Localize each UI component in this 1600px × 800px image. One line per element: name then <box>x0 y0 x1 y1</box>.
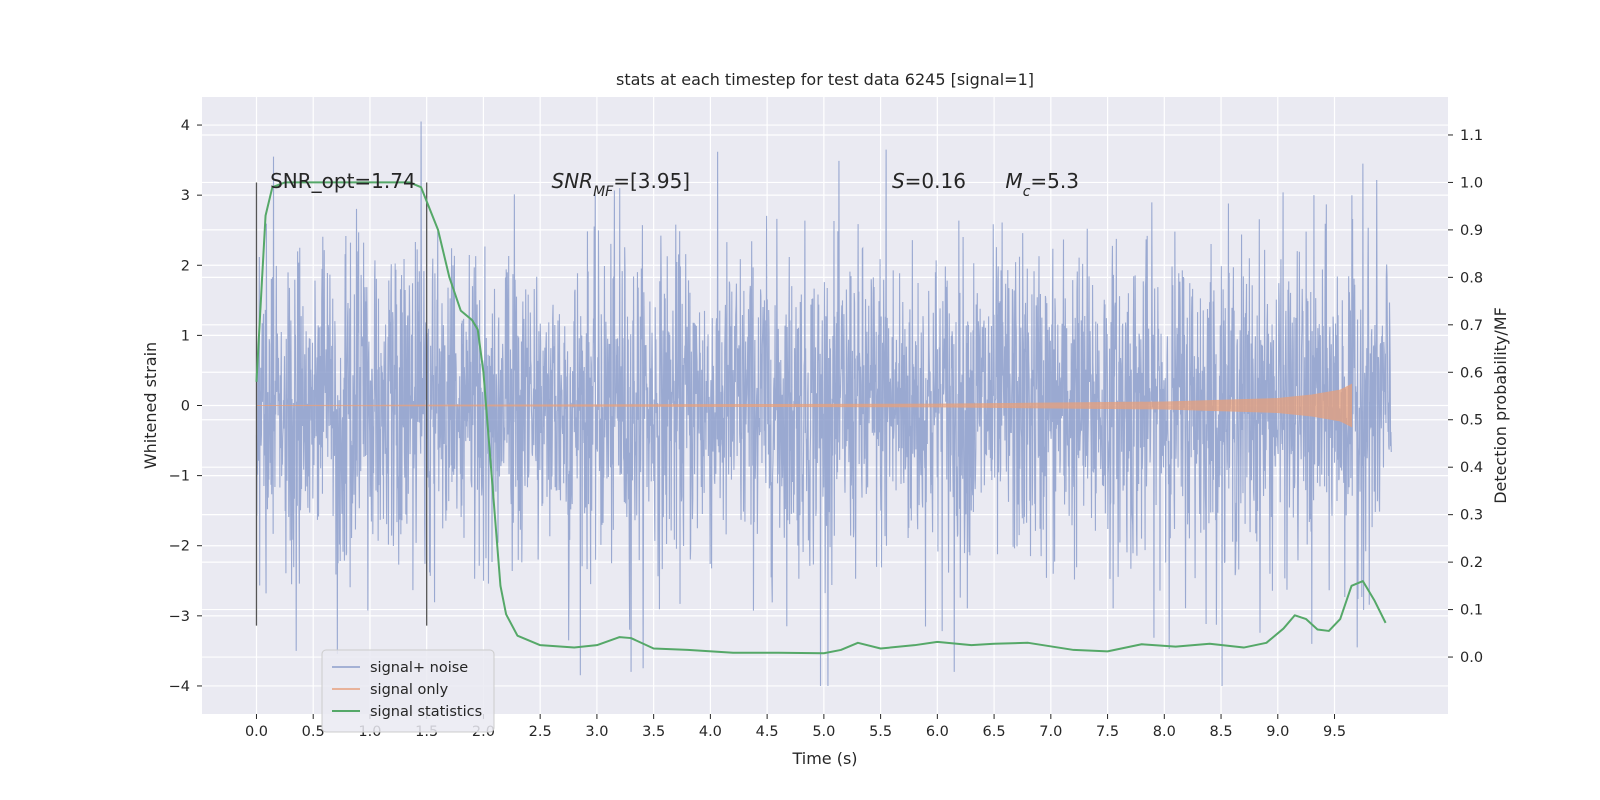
annotations: SNR_opt=1.74 SNRMF=[3.95] S=0.16 Mc=5.3 <box>270 169 1079 200</box>
annotation-part: MF <box>593 184 614 200</box>
y2-axis-label: Detection probability/MF <box>1491 307 1510 504</box>
x-tick-label: 4.5 <box>756 724 779 740</box>
annotation-text: SNRMF=[3.95] <box>552 169 691 200</box>
y2-tick-label: 0.0 <box>1460 650 1483 666</box>
annotation-text: S=0.16 <box>892 169 966 193</box>
x-tick-label: 4.0 <box>699 724 722 740</box>
x-tick-label: 9.5 <box>1323 724 1346 740</box>
y2-tick-label: 1.0 <box>1460 175 1483 191</box>
x-tick-label: 7.5 <box>1096 724 1119 740</box>
y-tick-label: 3 <box>181 188 190 204</box>
y2-tick-label: 0.9 <box>1460 223 1483 239</box>
x-tick-label: 3.0 <box>585 724 608 740</box>
annotation-part: =5.3 <box>1030 169 1079 193</box>
y-tick-label: −3 <box>169 609 190 625</box>
x-tick-label: 8.0 <box>1153 724 1176 740</box>
x-tick-label: 9.0 <box>1266 724 1289 740</box>
x-tick-label: 2.5 <box>529 724 552 740</box>
annotation-part: S <box>892 169 905 193</box>
y-tick-label: 2 <box>181 258 190 274</box>
x-tick-label: 6.0 <box>926 724 949 740</box>
signal-noise-line <box>255 121 1392 686</box>
annotation-text: Mc=5.3 <box>1005 169 1079 200</box>
y-axis-label: Whitened strain <box>141 342 160 469</box>
y2-tick-label: 0.4 <box>1460 460 1483 476</box>
legend-box <box>321 649 495 733</box>
y2-tick-label: 0.8 <box>1460 270 1483 286</box>
y-axis-ticks: 4 3 2 1 0 −1 −2 −3 −4 <box>169 118 202 695</box>
series-signal-statistics <box>255 181 1387 655</box>
x-axis-label: Time (s) <box>791 749 857 768</box>
y2-tick-label: 0.2 <box>1460 555 1483 571</box>
y-tick-label: 1 <box>181 328 190 344</box>
x-tick-label: 0.0 <box>245 724 268 740</box>
x-tick-label: 8.5 <box>1210 724 1233 740</box>
y-tick-label: −2 <box>169 539 190 555</box>
signal-statistics-line <box>255 181 1387 655</box>
annotation-text: SNR_opt=1.74 <box>270 169 416 193</box>
y-tick-label: −4 <box>169 679 190 695</box>
y2-tick-label: 0.1 <box>1460 603 1483 619</box>
y-tick-label: 0 <box>181 399 190 415</box>
annotation-part: =0.16 <box>905 169 966 193</box>
x-tick-label: 5.5 <box>869 724 892 740</box>
x-tick-label: 6.5 <box>983 724 1006 740</box>
x-tick-label: 0.5 <box>302 724 325 740</box>
y2-tick-label: 1.1 <box>1460 128 1483 144</box>
annotation-part: c <box>1023 184 1031 200</box>
annotation-part: SNR <box>552 169 594 193</box>
annotation-part: SNR_opt=1.74 <box>270 169 416 193</box>
series-signal-only <box>256 383 1353 428</box>
y-tick-label: 4 <box>181 118 190 134</box>
vertical-markers <box>255 182 428 626</box>
y2-axis-ticks: 1.1 1.0 0.9 0.8 0.7 0.6 0.5 0.4 0.3 0.2 0.1 0.0 <box>1448 128 1483 666</box>
x-tick-label: 5.0 <box>812 724 835 740</box>
y2-tick-label: 0.5 <box>1460 413 1483 429</box>
legend-label: signal only <box>370 682 449 698</box>
y2-tick-label: 0.3 <box>1460 508 1483 524</box>
y2-tick-label: 0.7 <box>1460 318 1483 334</box>
chart-title: stats at each timestep for test data 624… <box>616 70 1034 89</box>
legend-label: signal+ noise <box>370 660 468 676</box>
annotation-part: =[3.95] <box>613 169 690 193</box>
legend-label: signal statistics <box>370 704 482 720</box>
signal-only-line <box>256 383 1353 428</box>
annotation-part: M <box>1005 169 1022 193</box>
x-tick-label: 3.5 <box>642 724 665 740</box>
x-tick-label: 7.0 <box>1039 724 1062 740</box>
y2-tick-label: 0.6 <box>1460 365 1483 381</box>
legend: signal+ noise signal only signal statistic… <box>321 649 495 733</box>
series-signal-noise <box>255 121 1392 686</box>
y-tick-label: −1 <box>169 469 190 485</box>
